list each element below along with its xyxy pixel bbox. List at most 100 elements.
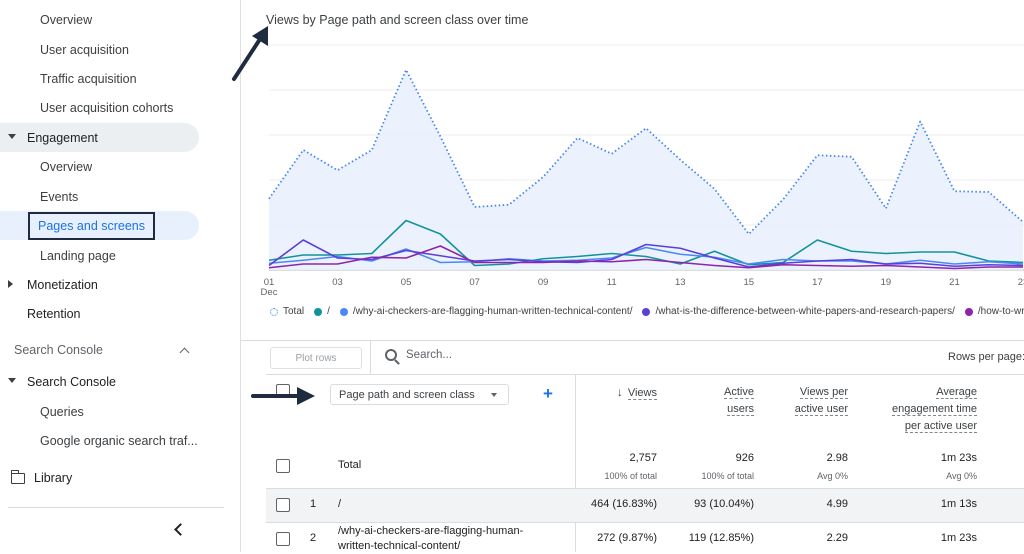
total-label: Total — [338, 459, 362, 471]
search-console-section-header[interactable]: Search Console — [14, 343, 194, 357]
sidebar-item-search-console[interactable]: Search Console — [0, 367, 116, 396]
column-header-avg-engagement-time[interactable]: Average engagement time per active user — [892, 384, 977, 435]
sidebar-item-label: Overview — [40, 12, 93, 27]
row-page-path-line: written-technical-content/ — [338, 540, 461, 552]
column-header-label: engagement time — [892, 403, 977, 416]
divider — [8, 507, 224, 508]
sidebar-item-label: Queries — [40, 404, 84, 419]
sidebar-item-label: Google organic search traf... — [40, 433, 198, 448]
total-engagement-time: 1m 23s — [940, 452, 977, 464]
row-active-users: 119 (12.85%) — [688, 532, 754, 544]
legend-label: /what-is-the-difference-between-white-pa… — [655, 306, 955, 317]
caret-down-icon — [8, 134, 16, 139]
total-views: 2,757 — [629, 452, 657, 464]
legend-label: / — [327, 306, 330, 317]
column-header-label: users — [727, 403, 754, 416]
x-tick-sublabel: Dec — [261, 287, 278, 298]
x-tick-label: 05 — [401, 277, 412, 288]
sidebar-item-user-acquisition-cohorts[interactable]: User acquisition cohorts — [0, 93, 173, 122]
column-header-label: per active user — [904, 420, 977, 433]
x-tick-label: 03 — [332, 277, 343, 288]
sidebar-item-library[interactable]: Library — [10, 469, 73, 485]
row-page-path[interactable]: /why-ai-checkers-are-flagging-human- wri… — [338, 524, 523, 554]
sidebar-item-landing-page[interactable]: Landing page — [0, 241, 116, 270]
divider — [266, 522, 1024, 523]
row-checkbox[interactable] — [276, 532, 290, 546]
sort-down-icon: ↓ — [616, 385, 623, 399]
section-title: Search Console — [14, 343, 103, 357]
column-header-label: Views — [627, 387, 657, 400]
series-line-3 — [268, 239, 1024, 268]
legend-item[interactable]: /why-ai-checkers-are-flagging-human-writ… — [339, 306, 632, 317]
sidebar-item-engagement-overview[interactable]: Overview — [0, 152, 92, 181]
sidebar-item-label: Overview — [40, 159, 93, 174]
row-page-path-line: /why-ai-checkers-are-flagging-human- — [338, 525, 524, 537]
sidebar-item-label: Search Console — [27, 374, 116, 389]
legend-item[interactable]: /how-to-write-a — [964, 306, 1024, 317]
search-input[interactable]: Search... — [385, 349, 452, 361]
sidebar-item-events[interactable]: Events — [0, 182, 78, 211]
row-views: 464 (16.83%) — [590, 498, 657, 510]
column-header-label: Average — [936, 386, 977, 399]
collapse-sidebar-icon[interactable] — [172, 521, 186, 537]
sidebar-item-label: Library — [34, 471, 73, 485]
total-area — [269, 69, 1023, 270]
annotation-arrow-right — [251, 387, 315, 405]
sidebar-item-retention[interactable]: Retention — [0, 299, 81, 328]
legend-label: Total — [283, 306, 305, 317]
add-dimension-icon[interactable]: + — [543, 384, 553, 403]
total-active-users-sub: 100% of total — [701, 471, 754, 481]
total-row-checkbox[interactable] — [276, 459, 290, 473]
sidebar-item-pages-and-screens[interactable]: Pages and screens — [0, 211, 199, 240]
legend-item[interactable]: / — [314, 306, 330, 317]
chart-title: Views by Page path and screen class over… — [266, 13, 529, 27]
x-tick-label: 21 — [949, 277, 960, 288]
column-header-views-per-active-user[interactable]: Views per active user — [794, 384, 848, 418]
total-engagement-time-sub: Avg 0% — [946, 471, 977, 481]
left-sidebar: Overview User acquisition Traffic acquis… — [0, 0, 241, 552]
sidebar-item-label: Monetization — [27, 277, 98, 292]
divider — [266, 374, 1024, 375]
dimension-select[interactable]: Page path and screen class — [330, 384, 509, 405]
x-tick-label: 13 — [675, 277, 686, 288]
plot-rows-button[interactable]: Plot rows — [270, 347, 362, 369]
sidebar-item-label: Events — [40, 189, 79, 204]
sidebar-item-label: Landing page — [40, 248, 116, 263]
row-active-users: 93 (10.04%) — [694, 498, 754, 510]
divider — [241, 340, 1024, 341]
row-checkbox[interactable] — [276, 498, 290, 512]
sidebar-item-user-acquisition[interactable]: User acquisition — [0, 35, 129, 64]
sidebar-item-google-organic-search[interactable]: Google organic search traf... — [0, 426, 198, 455]
search-placeholder: Search... — [406, 349, 453, 361]
row-page-path[interactable]: / — [338, 498, 342, 510]
x-tick-label: 11 — [607, 277, 617, 288]
sidebar-item-monetization[interactable]: Monetization — [0, 270, 98, 299]
legend-item[interactable]: Total — [270, 306, 304, 317]
sidebar-item-traffic-acquisition[interactable]: Traffic acquisition — [0, 64, 137, 93]
series-line-4 — [268, 245, 1023, 270]
caret-down-icon — [8, 378, 16, 383]
sidebar-item-engagement[interactable]: Engagement — [0, 123, 199, 152]
sidebar-item-label: Traffic acquisition — [40, 71, 137, 86]
row-index: 2 — [310, 532, 317, 544]
column-divider — [575, 375, 576, 552]
line-chart: 01 03 05 07 09 11 13 15 17 19 21 23 Dec — [261, 44, 1024, 298]
sidebar-item-queries[interactable]: Queries — [0, 397, 84, 426]
x-tick-label: 07 — [469, 277, 480, 288]
sidebar-item-acquisition-overview[interactable]: Overview — [0, 5, 92, 34]
row-index: 1 — [310, 498, 317, 510]
sidebar-item-label: User acquisition cohorts — [40, 100, 174, 115]
x-tick-label: 01 — [264, 277, 275, 288]
column-header-views[interactable]: ↓ Views — [617, 384, 657, 402]
total-views-per-user: 2.98 — [826, 452, 848, 464]
x-tick-label: 23 — [1018, 277, 1024, 288]
table-row[interactable] — [266, 489, 1024, 522]
x-tick-label: 19 — [881, 277, 892, 288]
sidebar-item-label: Pages and screens — [28, 211, 156, 240]
legend-label: /how-to-write-a — [977, 306, 1024, 317]
series-line-total — [268, 68, 1024, 235]
legend-item[interactable]: /what-is-the-difference-between-white-pa… — [642, 306, 955, 317]
column-header-active-users[interactable]: Active users — [724, 384, 754, 418]
chevron-up-icon — [179, 347, 190, 357]
row-views-per-user: 4.99 — [826, 498, 848, 510]
